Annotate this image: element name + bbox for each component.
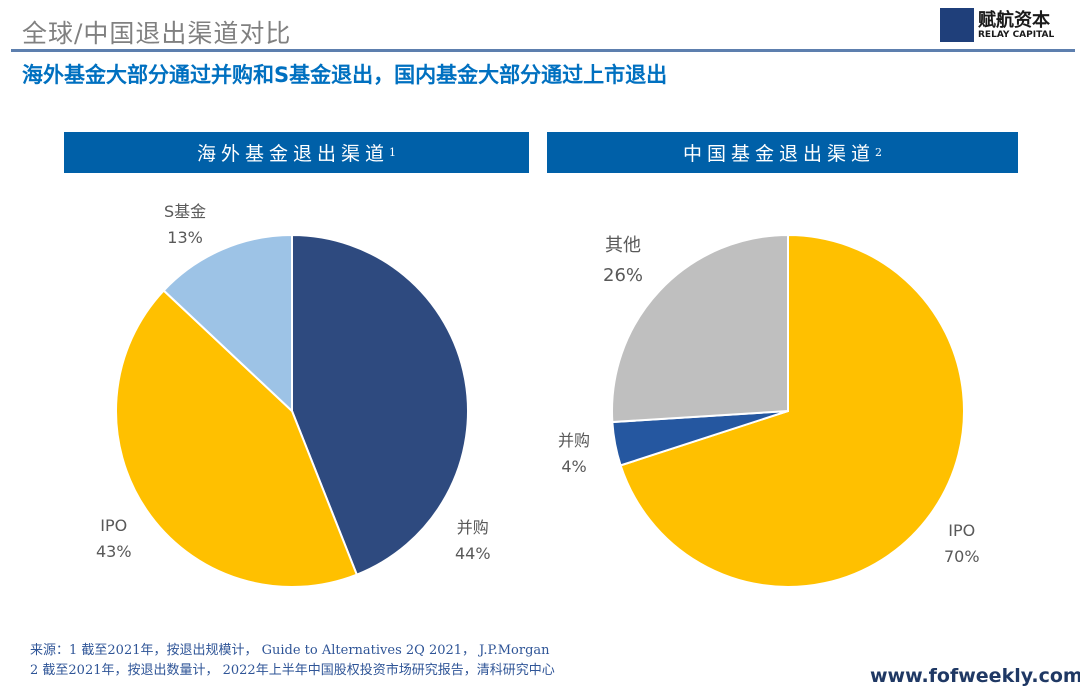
- slice-label-text: IPO: [948, 521, 976, 540]
- chart-title-text: 中国基金退出渠道: [682, 143, 875, 165]
- chart-title-overseas: 海外基金退出渠道 1: [64, 132, 529, 173]
- pie-slice-S基金: [162, 233, 293, 414]
- pie-slice-并购: [291, 233, 469, 576]
- slice-label-ma: 并购 44%: [455, 515, 491, 567]
- source-footnote: 来源：1 截至2021年，按退出规模计， Guide to Alternativ…: [30, 641, 555, 681]
- slice-label-ma: 并购 4%: [558, 428, 590, 480]
- chart-title-china: 中国基金退出渠道 2: [547, 132, 1018, 173]
- source-line-1: 来源：1 截至2021年，按退出规模计， Guide to Alternativ…: [30, 643, 550, 658]
- logo-mark-icon: [940, 8, 974, 42]
- slice-value-text: 43%: [96, 542, 132, 561]
- logo-en: RELAY CAPITAL: [978, 30, 1055, 40]
- slice-label-text: IPO: [100, 516, 128, 535]
- pie-slice-其他: [611, 233, 789, 424]
- logo-cn: 赋航资本: [978, 10, 1050, 31]
- header-divider: [11, 49, 1075, 52]
- slice-label-text: 并购: [456, 518, 489, 537]
- slice-value-text: 4%: [561, 457, 587, 476]
- pie-slice-IPO: [115, 289, 359, 588]
- footnote-ref: 1: [389, 146, 396, 159]
- slice-label-ipo: IPO 43%: [96, 513, 132, 565]
- chart-title-text: 海外基金退出渠道: [196, 143, 389, 165]
- slice-value-text: 44%: [455, 544, 491, 563]
- page-title: 全球/中国退出渠道对比: [22, 19, 292, 48]
- slice-label-text: 其他: [605, 235, 641, 256]
- slice-value-text: 13%: [167, 228, 203, 247]
- subtitle: 海外基金大部分通过并购和S基金退出，国内基金大部分通过上市退出: [22, 63, 668, 87]
- slice-label-text: S基金: [164, 202, 207, 221]
- slice-value-text: 26%: [603, 265, 644, 286]
- footnote-ref: 2: [875, 146, 882, 159]
- website-watermark: www.fofweekly.com: [870, 665, 1080, 687]
- source-line-2: 2 截至2021年，按退出数量计， 2022年上半年中国股权投资市场研究报告，清…: [30, 663, 555, 678]
- slice-label-other: 其他 26%: [603, 231, 643, 291]
- slice-label-text: 并购: [558, 431, 591, 450]
- slice-label-s-fund: S基金 13%: [164, 199, 206, 251]
- logo: 赋航资本 RELAY CAPITAL: [940, 6, 1070, 44]
- slice-label-ipo: IPO 70%: [944, 518, 980, 570]
- slice-value-text: 70%: [944, 547, 980, 566]
- pie-slice-IPO: [619, 233, 965, 588]
